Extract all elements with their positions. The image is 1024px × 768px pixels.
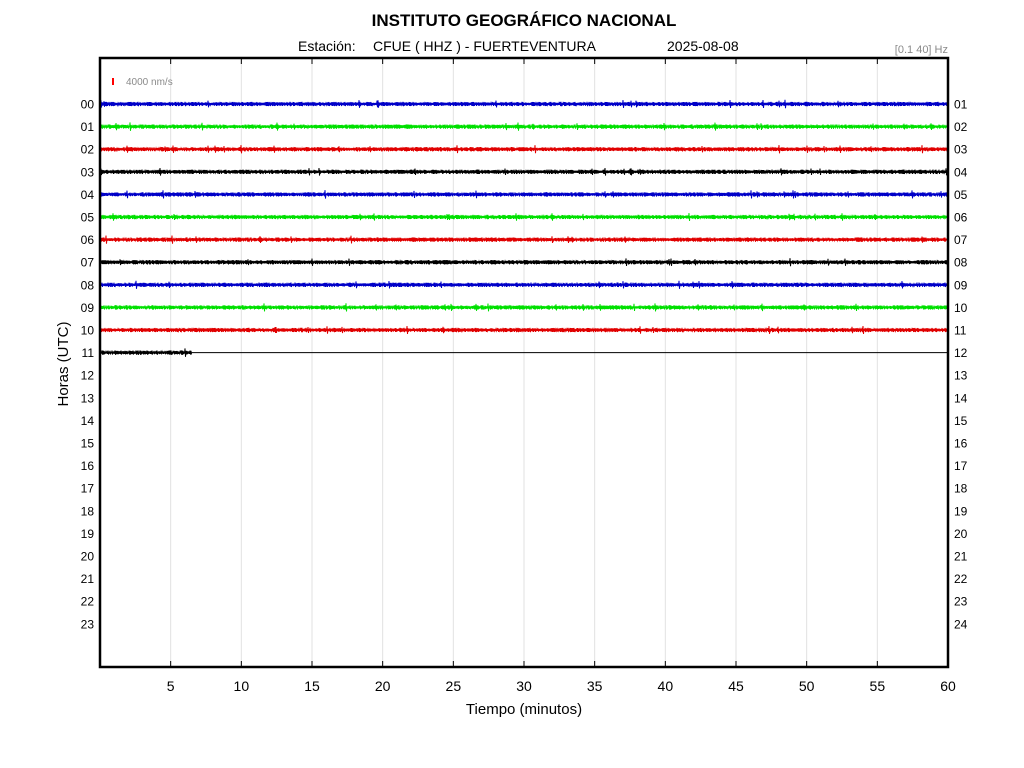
hour-label-left: 19 [81, 527, 95, 541]
hour-label-right: 11 [954, 324, 967, 338]
hour-label-right: 07 [954, 233, 968, 247]
hour-label-left: 11 [82, 346, 95, 360]
hour-label-right: 16 [954, 437, 968, 451]
hour-label-left: 07 [81, 256, 95, 270]
y-axis-label: Horas (UTC) [55, 321, 72, 406]
hour-label-right: 15 [954, 414, 968, 428]
seismic-trace [99, 145, 949, 154]
seismic-trace [99, 303, 949, 312]
hour-label-right: 22 [954, 572, 968, 586]
hour-label-right: 08 [954, 256, 968, 270]
seismic-trace [99, 99, 949, 109]
seismic-trace [99, 258, 949, 267]
hour-label-left: 00 [81, 98, 95, 112]
right-hour-labels: 01 02 03 04 05 06 07 08 09 10 11 12 13 14 15 16 17 18 19 20… [954, 98, 968, 632]
hour-label-left: 23 [81, 617, 95, 631]
hour-label-right: 06 [954, 211, 968, 225]
seismic-trace [99, 325, 949, 335]
chart-date: 2025-08-08 [667, 38, 739, 54]
hour-label-left: 10 [81, 324, 95, 338]
hour-label-right: 21 [954, 550, 968, 564]
hour-label-right: 12 [954, 346, 968, 360]
x-tick-label: 10 [234, 678, 250, 694]
seismic-trace [99, 213, 949, 221]
hour-label-right: 13 [954, 369, 968, 383]
hour-label-left: 16 [81, 459, 95, 473]
hour-label-left: 01 [81, 120, 95, 134]
hour-label-right: 04 [954, 165, 968, 179]
grid-lines [170, 60, 949, 665]
hour-label-right: 17 [954, 459, 968, 473]
trace-group [99, 99, 949, 357]
hour-label-right: 02 [954, 120, 968, 134]
x-tick-label: 45 [728, 678, 744, 694]
hour-label-left: 13 [81, 391, 95, 405]
x-tick-label: 30 [516, 678, 532, 694]
hour-label-left: 03 [81, 165, 95, 179]
hour-label-left: 14 [81, 414, 95, 428]
station-name: CFUE ( HHZ ) - FUERTEVENTURA [373, 38, 597, 54]
x-tick-label: 20 [375, 678, 391, 694]
hour-label-left: 05 [81, 211, 95, 225]
hour-label-left: 18 [81, 504, 95, 518]
x-tick-label: 5 [167, 678, 175, 694]
hour-label-right: 05 [954, 188, 968, 202]
filter-band: [0.1 40] Hz [895, 44, 948, 56]
scale-bar [112, 78, 114, 85]
left-hour-labels: 00 01 02 03 04 05 06 07 08 09 10 11 12 13 14 15 16 17 18 19… [81, 98, 95, 632]
hour-label-right: 14 [954, 391, 968, 405]
hour-label-right: 03 [954, 143, 968, 157]
hour-label-left: 12 [81, 369, 95, 383]
x-tick-label: 55 [870, 678, 886, 694]
hour-label-right: 24 [954, 617, 968, 631]
hour-label-right: 01 [954, 98, 968, 112]
hour-label-left: 15 [81, 437, 95, 451]
x-tick-label: 40 [658, 678, 674, 694]
hour-label-left: 09 [81, 301, 95, 315]
hour-label-right: 23 [954, 595, 968, 609]
x-tick-label: 35 [587, 678, 603, 694]
seismic-trace [99, 280, 949, 289]
hour-label-left: 08 [81, 278, 95, 292]
scale-label: 4000 nm/s [126, 77, 173, 88]
x-tick-label: 25 [446, 678, 462, 694]
hour-label-right: 09 [954, 278, 968, 292]
hour-label-right: 20 [954, 527, 968, 541]
x-tick-label: 60 [940, 678, 956, 694]
hour-label-left: 22 [81, 595, 95, 609]
seismic-trace [99, 122, 949, 131]
x-axis-label: Tiempo (minutos) [466, 701, 582, 718]
seismic-trace [99, 235, 949, 244]
seismic-trace [99, 167, 949, 176]
hour-label-left: 06 [81, 233, 95, 247]
hour-label-left: 20 [81, 550, 95, 564]
hour-label-left: 21 [81, 572, 95, 586]
chart-title: INSTITUTO GEOGRÁFICO NACIONAL [372, 11, 677, 30]
hour-label-left: 04 [81, 188, 95, 202]
x-tick-label: 50 [799, 678, 815, 694]
seismic-trace [99, 190, 949, 199]
hour-label-right: 10 [954, 301, 968, 315]
x-tick-label: 15 [304, 678, 320, 694]
hour-label-left: 02 [81, 143, 95, 157]
station-prefix: Estación: [298, 38, 356, 54]
x-axis-ticks: 5 10 15 20 25 30 35 40 45 50 55 60 [167, 58, 956, 694]
hour-label-right: 19 [954, 504, 968, 518]
hour-label-right: 18 [954, 482, 968, 496]
hour-label-left: 17 [81, 482, 95, 496]
